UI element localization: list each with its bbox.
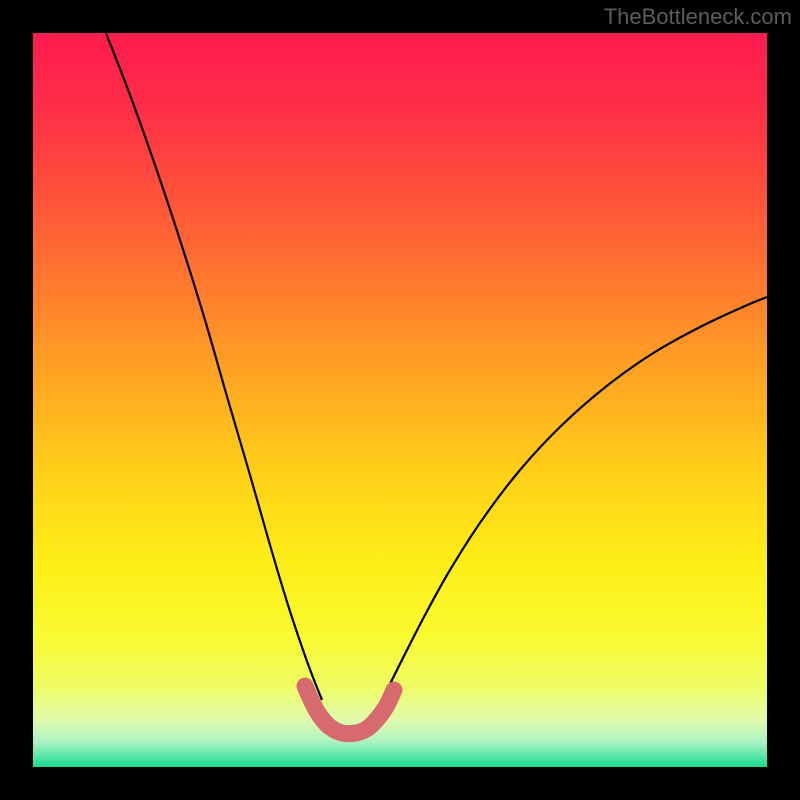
plot-background [33, 33, 767, 767]
bottleneck-chart [0, 0, 800, 800]
watermark-text: TheBottleneck.com [604, 4, 792, 30]
